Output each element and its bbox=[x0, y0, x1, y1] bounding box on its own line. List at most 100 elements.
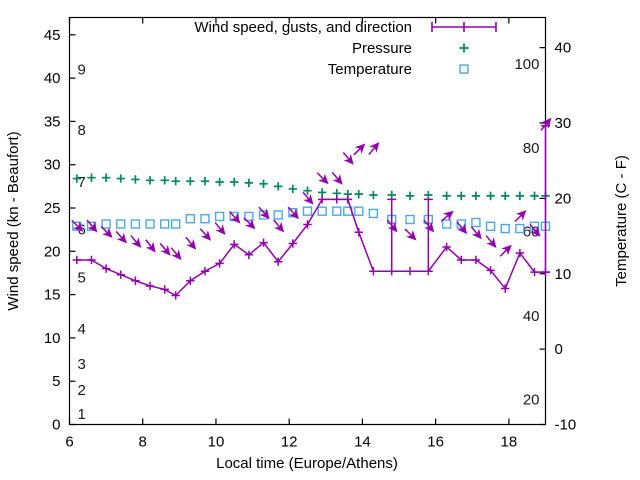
arrow-head bbox=[244, 218, 256, 230]
beaufort-label: 2 bbox=[78, 382, 86, 399]
y2-tick-label: 20 bbox=[555, 190, 572, 207]
pressure-series bbox=[72, 173, 550, 201]
arrow-head bbox=[72, 221, 84, 232]
fahrenheit-label: 80 bbox=[523, 140, 540, 157]
wind-speed-marker bbox=[101, 264, 111, 273]
fahrenheit-label: 100 bbox=[514, 56, 539, 73]
wind-direction-arrows bbox=[71, 117, 552, 261]
beaufort-label: 4 bbox=[78, 321, 86, 338]
pressure-marker bbox=[288, 184, 298, 194]
wind-speed-marker bbox=[332, 195, 341, 204]
wind-speed-marker bbox=[200, 267, 210, 276]
temperature-marker bbox=[101, 219, 111, 229]
wind-direction-arrow bbox=[243, 217, 256, 230]
beaufort-label: 3 bbox=[78, 356, 86, 373]
x-tick-label: 8 bbox=[139, 434, 147, 451]
wind-speed-marker bbox=[343, 195, 352, 204]
arrow-head bbox=[131, 237, 142, 248]
pressure-marker bbox=[442, 191, 451, 201]
arrow-head bbox=[501, 244, 512, 256]
arrow-head bbox=[273, 221, 285, 233]
pressure-marker bbox=[186, 176, 195, 186]
wind-direction-arrow bbox=[529, 223, 541, 237]
wind-speed-marker bbox=[515, 248, 525, 258]
wind-speed-marker bbox=[72, 255, 82, 265]
wind-speed-marker bbox=[354, 228, 363, 237]
wind-speed-marker bbox=[259, 238, 268, 247]
arrow-head bbox=[515, 210, 527, 221]
arrow-head bbox=[116, 232, 127, 244]
wind-direction-arrow bbox=[353, 143, 366, 156]
gust-errorbar bbox=[387, 198, 397, 272]
arrow-head bbox=[424, 221, 435, 233]
pressure-marker bbox=[230, 177, 239, 187]
arrow-head bbox=[369, 142, 380, 153]
x-tick-label: 6 bbox=[65, 434, 73, 451]
y-tick-label: 10 bbox=[44, 330, 61, 347]
x-tick-label: 14 bbox=[354, 434, 371, 451]
wind-direction-arrow bbox=[71, 219, 84, 232]
arrow-head bbox=[343, 154, 354, 165]
wind-direction-arrow bbox=[470, 226, 482, 240]
arrow-head bbox=[186, 238, 197, 250]
x-axis-ticks: 6 8 10 12 14 16 18 bbox=[65, 17, 518, 451]
wind-speed-marker bbox=[303, 220, 312, 229]
arrow-head bbox=[332, 173, 343, 185]
legend-marker-square bbox=[459, 64, 469, 74]
pressure-marker bbox=[200, 176, 210, 186]
arrow-head bbox=[200, 230, 212, 241]
temperature-marker bbox=[145, 219, 155, 229]
y-tick-label: 35 bbox=[44, 113, 61, 130]
wind-speed-marker bbox=[131, 276, 140, 285]
pressure-marker bbox=[101, 173, 111, 182]
wind-direction-arrow bbox=[273, 219, 285, 233]
fahrenheit-scale-labels: 20406080100 bbox=[514, 56, 539, 408]
temperature-marker bbox=[273, 210, 283, 220]
wind-speed-marker bbox=[405, 267, 415, 276]
temperature-marker bbox=[185, 214, 196, 224]
pressure-marker bbox=[145, 176, 155, 185]
arrow-head bbox=[471, 228, 482, 240]
arrow-head bbox=[486, 237, 497, 248]
wind-speed-marker bbox=[244, 250, 254, 259]
temperature-marker bbox=[130, 219, 141, 229]
wind-direction-arrow bbox=[342, 151, 354, 165]
arrow-head bbox=[442, 210, 454, 221]
x-tick-label: 10 bbox=[208, 434, 225, 451]
pressure-marker bbox=[387, 190, 396, 200]
wind-speed-marker bbox=[317, 195, 327, 204]
y2-axis-ticks: -10 0 10 20 30 40 bbox=[539, 40, 576, 434]
legend-label-0: Wind speed, gusts, and direction bbox=[194, 19, 412, 36]
arrow-head bbox=[303, 193, 314, 205]
beaufort-label: 7 bbox=[78, 174, 86, 191]
temperature-marker bbox=[368, 208, 379, 219]
wind-direction-arrow bbox=[170, 247, 182, 261]
arrow-head bbox=[215, 224, 226, 235]
x-tick-label: 18 bbox=[501, 434, 518, 451]
wind-direction-arrow bbox=[499, 244, 512, 257]
y-tick-label: 20 bbox=[44, 243, 61, 260]
wind-speed-marker bbox=[530, 267, 539, 277]
y-tick-label: 40 bbox=[44, 70, 61, 87]
wind-direction-arrow bbox=[199, 228, 212, 241]
fahrenheit-label: 40 bbox=[523, 308, 540, 325]
wind-speed-marker bbox=[471, 255, 481, 265]
y-tick-label: 25 bbox=[44, 200, 61, 217]
temperature-marker bbox=[244, 211, 254, 222]
y-tick-label: 0 bbox=[52, 417, 60, 434]
arrow-head bbox=[259, 208, 270, 220]
wind-speed-marker bbox=[501, 284, 510, 293]
wind-speed-marker bbox=[87, 255, 96, 265]
legend-label-2: Temperature bbox=[328, 61, 412, 78]
y-tick-label: 15 bbox=[44, 287, 61, 304]
wind-direction-arrow bbox=[100, 225, 113, 238]
wind-direction-arrow bbox=[302, 191, 314, 205]
y2-tick-label: 0 bbox=[555, 341, 563, 358]
wind-speed-marker bbox=[457, 255, 466, 265]
wind-direction-arrow bbox=[514, 210, 527, 223]
wind-direction-arrow bbox=[456, 221, 468, 235]
wind-speed-marker bbox=[186, 276, 195, 285]
pressure-marker bbox=[244, 178, 254, 188]
chart-legend: Wind speed, gusts, and direction Pressure… bbox=[194, 19, 497, 78]
